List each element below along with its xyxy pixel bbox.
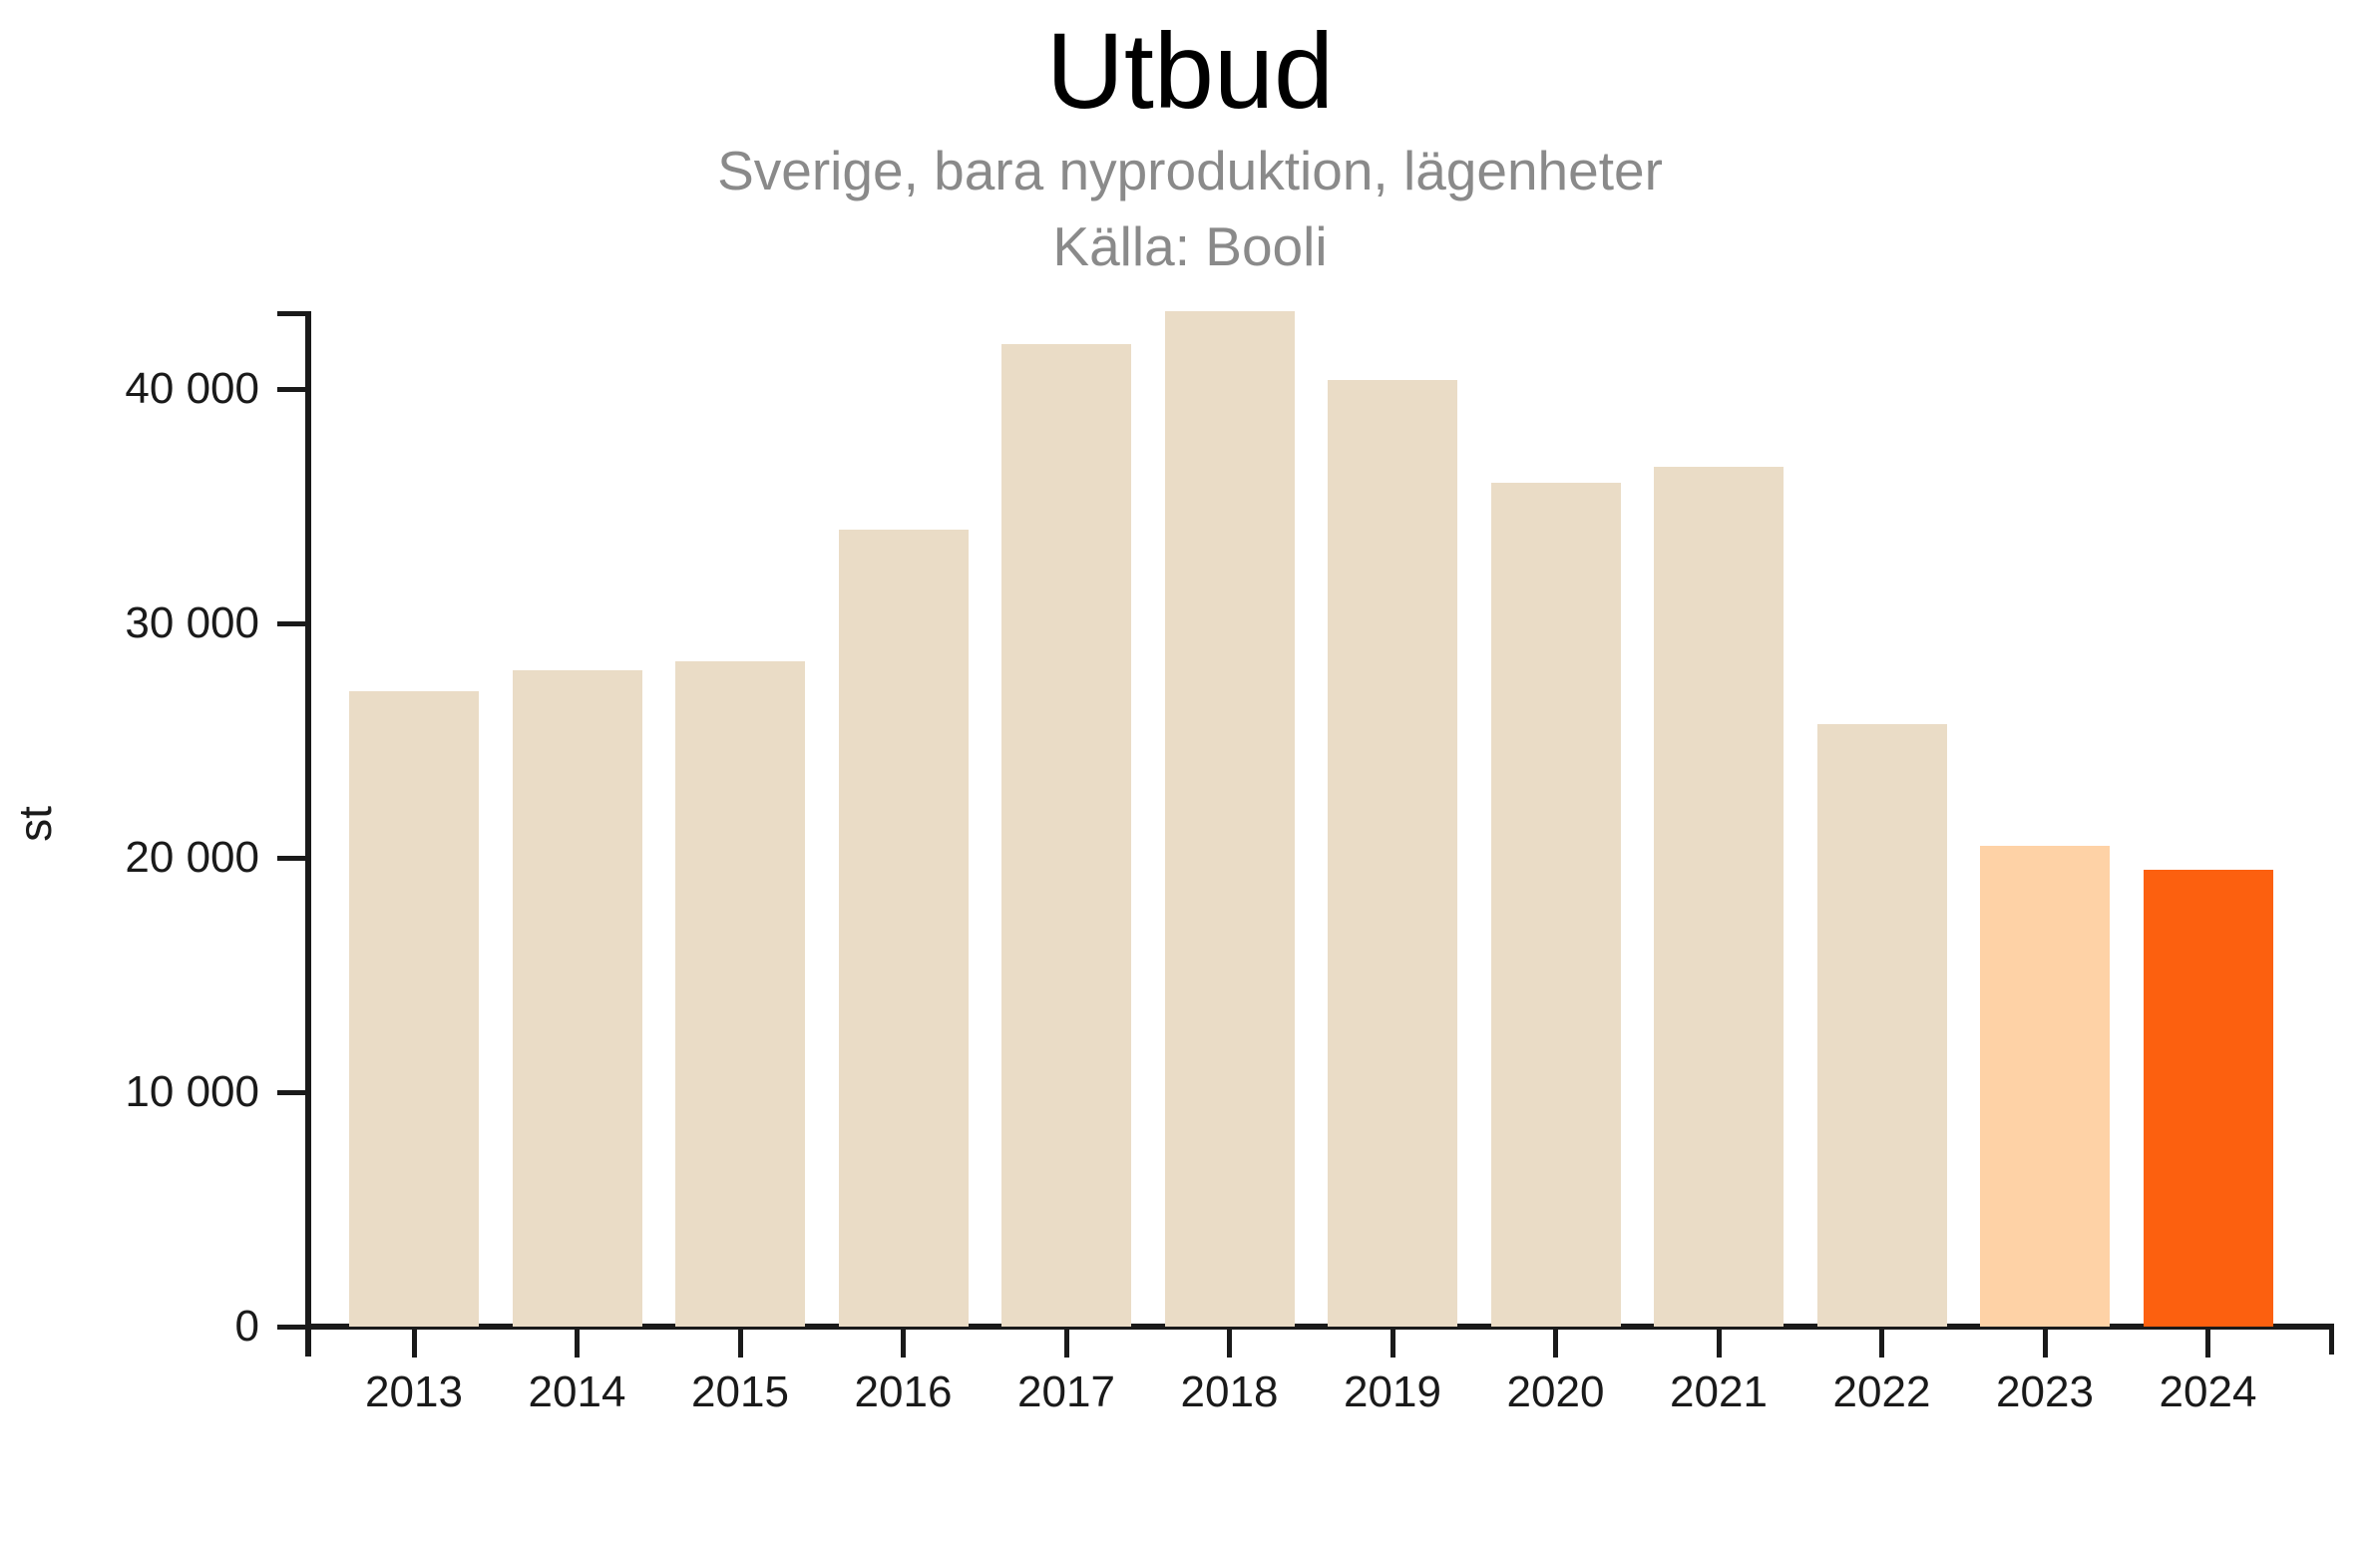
bar-2022[interactable] (1816, 724, 1947, 1327)
y-axis-tick (277, 620, 305, 626)
chart-source: Källa: Booli (1052, 215, 1328, 277)
x-axis-tick (2205, 1330, 2210, 1358)
x-axis-tick (901, 1330, 906, 1358)
y-axis-tick (277, 1089, 305, 1095)
x-axis-line (305, 1324, 2334, 1330)
x-axis-tick-label: 2013 (365, 1367, 463, 1416)
y-axis-endcap-tick (277, 311, 305, 317)
bar-2017[interactable] (1001, 344, 1131, 1327)
x-axis-tick-label: 2016 (854, 1367, 953, 1416)
x-axis-tick-label: 2017 (1017, 1367, 1115, 1416)
x-axis-tick (1716, 1330, 1722, 1358)
x-axis-tick (1553, 1330, 1558, 1358)
y-axis-tick (277, 855, 305, 861)
bar-2014[interactable] (512, 670, 642, 1327)
bar-2024[interactable] (2143, 869, 2273, 1327)
y-axis-tick-label: 30 000 (125, 598, 259, 647)
x-axis-tick (575, 1330, 580, 1358)
bar-2020[interactable] (1490, 483, 1621, 1327)
y-axis-tick-label: 0 (234, 1302, 259, 1351)
y-axis-tick-label: 40 000 (125, 364, 259, 413)
bar-2015[interactable] (675, 660, 805, 1327)
x-axis-tick-label: 2020 (1506, 1367, 1605, 1416)
y-axis-tick-label: 10 000 (125, 1067, 259, 1116)
y-axis-line (305, 311, 311, 1357)
x-axis-tick (737, 1330, 743, 1358)
y-axis-tick-label: 20 000 (125, 833, 259, 882)
bar-2023[interactable] (1980, 846, 2110, 1327)
x-axis-tick-label: 2019 (1344, 1367, 1441, 1416)
x-axis-tick-label: 2023 (1996, 1367, 2094, 1416)
x-axis-tick-label: 2022 (1832, 1367, 1931, 1416)
bar-2013[interactable] (349, 691, 479, 1327)
x-axis-tick-label: 2018 (1180, 1367, 1279, 1416)
chart-subtitle: Sverige, bara nyproduktion, lägenheter (717, 140, 1663, 201)
x-axis-tick (1389, 1330, 1395, 1358)
bar-2016[interactable] (838, 530, 969, 1327)
bar-2021[interactable] (1654, 466, 1784, 1327)
chart-title: Utbud (1045, 10, 1335, 131)
bar-2018[interactable] (1164, 311, 1295, 1327)
x-axis-endcap-tick (2329, 1327, 2334, 1355)
x-axis-tick (2042, 1330, 2048, 1358)
y-axis-tick (277, 386, 305, 392)
x-axis-tick-label: 2021 (1670, 1367, 1768, 1416)
x-axis-tick (1879, 1330, 1884, 1358)
x-axis-tick (411, 1330, 417, 1358)
x-axis-tick (1063, 1330, 1069, 1358)
bar-2019[interactable] (1328, 379, 1457, 1327)
x-axis-tick-label: 2024 (2159, 1367, 2257, 1416)
y-axis-tick (277, 1324, 305, 1330)
x-axis-tick-label: 2014 (528, 1367, 626, 1416)
x-axis-tick-label: 2015 (691, 1367, 789, 1416)
x-axis-tick (1227, 1330, 1232, 1358)
